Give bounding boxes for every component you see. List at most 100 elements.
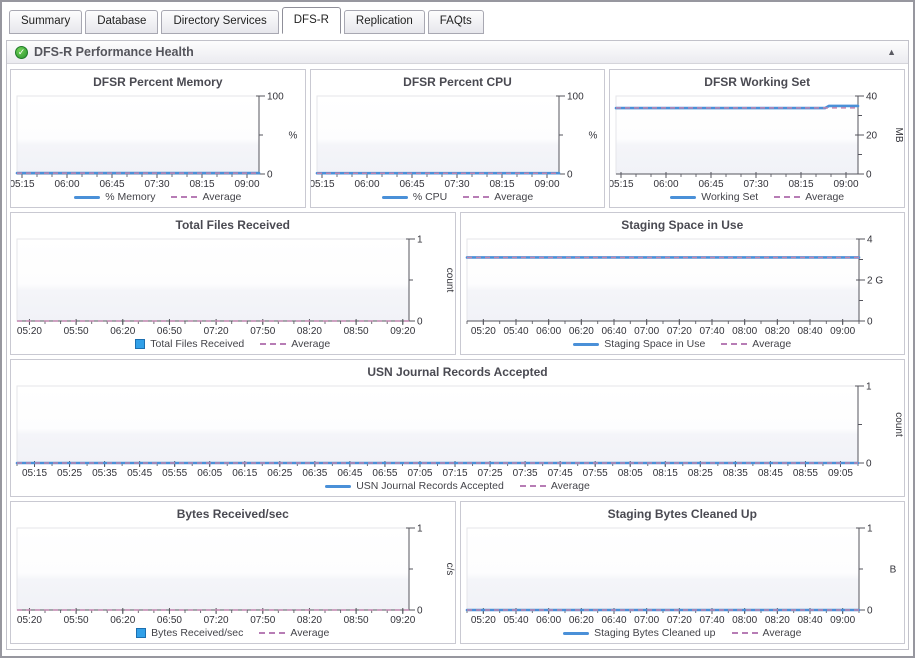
- svg-text:08:20: 08:20: [297, 326, 322, 337]
- chart-title: DFSR Percent Memory: [93, 75, 223, 89]
- legend-item: Average: [774, 191, 844, 203]
- svg-text:09:00: 09:00: [830, 326, 855, 337]
- legend-item: Average: [259, 627, 329, 639]
- health-status-icon: ✓: [15, 45, 28, 59]
- svg-text:100: 100: [267, 92, 284, 103]
- collapse-section-button[interactable]: ▲: [887, 47, 896, 57]
- chart-canvas: 05:15 06:00 06:45 07:30 08:15 09:00 0 100%: [11, 92, 298, 191]
- chart-panel-dfsr-working-set: DFSR Working Set 05:15 06:00 06:45 07:30 08:…: [609, 69, 906, 208]
- svg-text:07:55: 07:55: [583, 468, 608, 479]
- legend-label: Staging Space in Use: [604, 338, 706, 350]
- chart-plot: 05:20 05:50 06:20 06:50 07:20 07:50 08:20 08:50…: [11, 232, 455, 337]
- legend-label: Average: [202, 191, 242, 203]
- svg-text:07:30: 07:30: [744, 179, 769, 190]
- svg-text:08:50: 08:50: [344, 326, 369, 337]
- section-header: ✓ DFS-R Performance Health ▲: [7, 41, 908, 64]
- svg-text:08:15: 08:15: [789, 179, 814, 190]
- svg-text:4: 4: [867, 235, 873, 246]
- chart-title: DFSR Percent CPU: [403, 75, 512, 89]
- svg-text:09:00: 09:00: [834, 179, 859, 190]
- svg-text:05:55: 05:55: [162, 468, 187, 479]
- svg-text:09:20: 09:20: [390, 615, 415, 626]
- series-swatch-icon: [381, 195, 408, 199]
- svg-text:1: 1: [417, 235, 423, 246]
- chart-title: Staging Bytes Cleaned Up: [607, 507, 757, 521]
- svg-text:07:40: 07:40: [699, 326, 724, 337]
- legend-item: Average: [731, 627, 802, 639]
- svg-text:0: 0: [866, 459, 872, 470]
- legend-label: Staging Bytes Cleaned up: [594, 627, 716, 639]
- tab-replication[interactable]: Replication: [343, 10, 425, 34]
- svg-text:05:20: 05:20: [470, 615, 495, 626]
- svg-text:08:00: 08:00: [732, 326, 757, 337]
- chart-panel-dfsr-percent-cpu: DFSR Percent CPU 05:15 06:00 06:45 07:30 08:…: [309, 69, 606, 208]
- legend-label: Average: [762, 627, 802, 639]
- svg-text:08:05: 08:05: [618, 468, 643, 479]
- svg-text:%: %: [289, 131, 298, 142]
- svg-text:07:25: 07:25: [478, 468, 503, 479]
- average-swatch-icon: [774, 196, 801, 198]
- svg-text:08:15: 08:15: [189, 179, 214, 190]
- chart-title: Staging Space in Use: [621, 218, 744, 232]
- legend-item: Average: [721, 338, 791, 350]
- svg-text:07:20: 07:20: [666, 326, 691, 337]
- svg-text:08:20: 08:20: [764, 615, 789, 626]
- svg-text:08:45: 08:45: [758, 468, 783, 479]
- average-swatch-icon: [171, 196, 198, 198]
- series-swatch-icon: [135, 339, 146, 349]
- svg-text:06:45: 06:45: [337, 468, 362, 479]
- legend-item: Bytes Received/sec: [136, 627, 243, 639]
- svg-text:06:00: 06:00: [536, 615, 561, 626]
- chart-plot: 05:20 05:40 06:00 06:20 06:40 07:00 07:20 07:40…: [461, 521, 905, 626]
- svg-text:05:20: 05:20: [17, 615, 42, 626]
- svg-text:08:15: 08:15: [489, 179, 514, 190]
- legend-item: % Memory: [74, 191, 155, 203]
- svg-text:40: 40: [866, 92, 878, 103]
- tab-database[interactable]: Database: [85, 10, 159, 34]
- chart-title: Bytes Received/sec: [176, 507, 289, 521]
- svg-text:06:00: 06:00: [354, 179, 379, 190]
- section-title: DFS-R Performance Health: [34, 45, 194, 59]
- svg-text:05:20: 05:20: [17, 326, 42, 337]
- tab-directory-services[interactable]: Directory Services: [161, 10, 279, 34]
- chart-canvas: 05:15 06:00 06:45 07:30 08:15 09:00 0 20 40 MB: [610, 92, 904, 191]
- chart-canvas: 05:15 05:25 05:35 05:45 05:55 06:05 06:15 06:25…: [15, 382, 904, 479]
- svg-text:06:25: 06:25: [267, 468, 292, 479]
- tab-summary[interactable]: Summary: [9, 10, 83, 34]
- svg-text:06:20: 06:20: [110, 615, 135, 626]
- chart-plot: 05:15 06:00 06:45 07:30 08:15 09:00 0 20 40 MB: [610, 89, 904, 191]
- svg-text:05:25: 05:25: [57, 468, 82, 479]
- svg-text:05:15: 05:15: [311, 179, 335, 190]
- chart-panel-staging-bytes-cleaned-up: Staging Bytes Cleaned Up 05:20 05:40 06:00…: [459, 501, 905, 644]
- charts-grid: DFSR Percent Memory 05:15 06:00 06:45 07:30…: [7, 64, 908, 649]
- tab-dfs-r[interactable]: DFS-R: [281, 7, 341, 34]
- svg-text:08:00: 08:00: [732, 615, 757, 626]
- legend-label: USN Journal Records Accepted: [356, 480, 504, 492]
- svg-text:07:00: 07:00: [634, 615, 659, 626]
- chart-title: USN Journal Records Accepted: [367, 365, 548, 379]
- svg-text:0: 0: [867, 606, 873, 617]
- svg-text:06:45: 06:45: [699, 179, 724, 190]
- svg-text:c/s: c/s: [444, 563, 455, 576]
- chart-legend: Total Files Received Average: [11, 337, 455, 354]
- chart-legend: % CPU Average: [311, 190, 605, 207]
- svg-text:1: 1: [867, 524, 873, 535]
- svg-text:08:55: 08:55: [793, 468, 818, 479]
- average-swatch-icon: [721, 343, 748, 345]
- svg-text:05:20: 05:20: [470, 326, 495, 337]
- legend-label: Average: [805, 191, 845, 203]
- svg-text:08:25: 08:25: [688, 468, 713, 479]
- svg-text:06:40: 06:40: [601, 326, 626, 337]
- svg-text:07:15: 07:15: [443, 468, 468, 479]
- svg-text:05:50: 05:50: [64, 615, 89, 626]
- svg-text:06:50: 06:50: [157, 326, 182, 337]
- svg-text:05:50: 05:50: [64, 326, 89, 337]
- chart-panel-staging-space-in-use: Staging Space in Use 05:20 05:40 06:00 06:2…: [459, 212, 905, 355]
- svg-text:06:00: 06:00: [536, 326, 561, 337]
- svg-text:09:00: 09:00: [830, 615, 855, 626]
- svg-text:06:00: 06:00: [54, 179, 79, 190]
- tab-faqts[interactable]: FAQts: [427, 10, 484, 34]
- svg-text:07:00: 07:00: [634, 326, 659, 337]
- chart-plot: 05:20 05:50 06:20 06:50 07:20 07:50 08:20 08:50…: [11, 521, 455, 626]
